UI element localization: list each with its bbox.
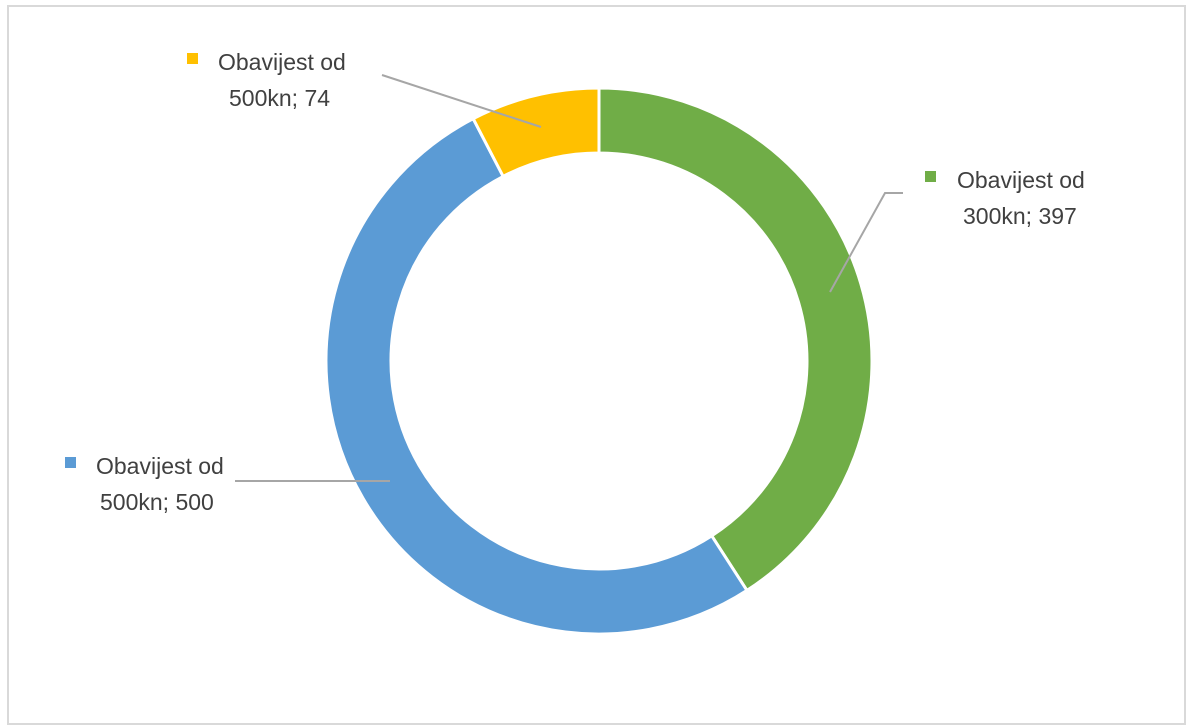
leader-lines-group: [235, 74, 903, 482]
doughnut-slice-yellow: [471, 86, 601, 179]
data-label-line2: 500kn; 74: [229, 85, 330, 111]
legend-key-marker-green: [925, 171, 936, 182]
data-label-line1: Obavijest od: [218, 49, 346, 75]
data-label-line2: 500kn; 500: [100, 489, 214, 515]
slices-group: [324, 86, 874, 636]
legend-key-marker-yellow: [187, 53, 198, 64]
data-label-green: Obavijest od 300kn; 397: [925, 167, 1085, 229]
data-label-blue: Obavijest od 500kn; 500: [65, 453, 224, 515]
data-label-line2: 300kn; 397: [963, 203, 1077, 229]
data-label-line1: Obavijest od: [957, 167, 1085, 193]
doughnut-slice-blue: [324, 116, 750, 636]
leader-line-yellow: [381, 74, 542, 128]
leader-line-green: [829, 192, 903, 293]
data-label-line1: Obavijest od: [96, 453, 224, 479]
data-label-yellow: Obavijest od 500kn; 74: [187, 49, 346, 111]
legend-key-marker-blue: [65, 457, 76, 468]
doughnut-slice-green: [597, 86, 874, 593]
